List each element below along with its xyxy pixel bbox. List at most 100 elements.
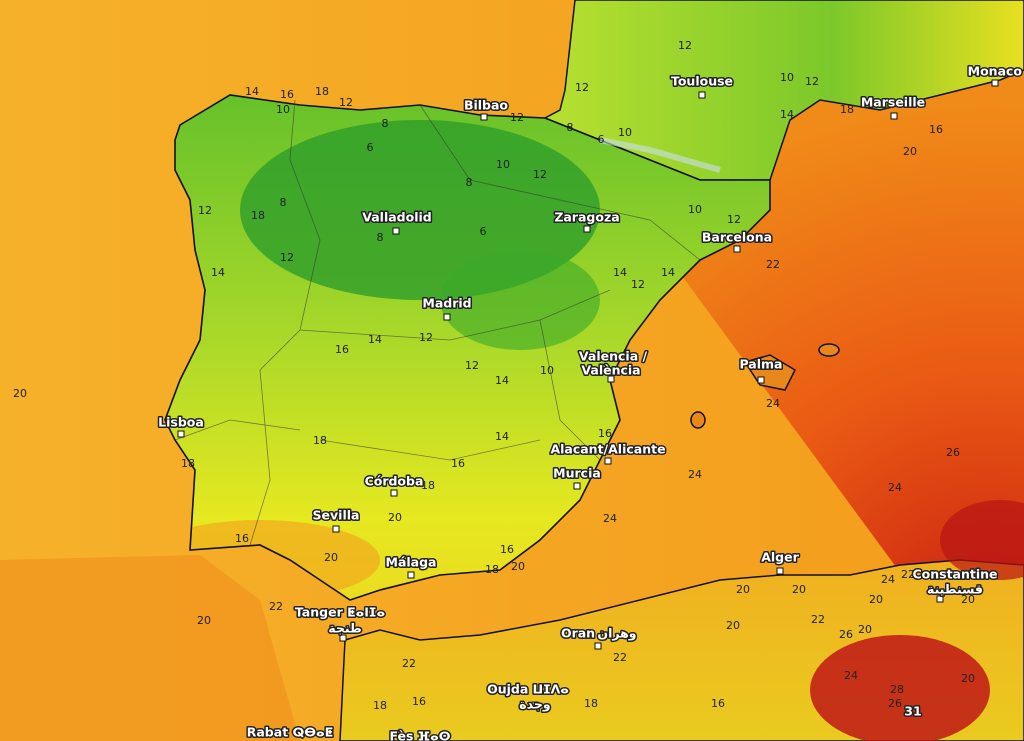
temperature-label: 12 [339, 96, 353, 109]
temperature-label: 20 [13, 387, 27, 400]
temperature-label: 22 [811, 613, 825, 626]
city-marker [698, 91, 706, 99]
temperature-label: 8 [567, 121, 574, 134]
temperature-label: 16 [335, 343, 349, 356]
temperature-label: 20 [197, 614, 211, 627]
city-name: Murcia [553, 466, 601, 481]
city-marker [991, 79, 999, 87]
temperature-label: 22 [766, 258, 780, 271]
city-marker [407, 571, 415, 579]
temperature-label: 24 [688, 468, 702, 481]
temperature-label: 8 [382, 117, 389, 130]
temperature-label: 6 [480, 225, 487, 238]
temperature-label: 16 [929, 123, 943, 136]
temperature-label: 20 [324, 551, 338, 564]
city-name: Madrid [422, 296, 471, 311]
city-marker [339, 634, 347, 642]
city-alt-name: قسنطينة [927, 582, 983, 597]
temperature-label: 20 [511, 560, 525, 573]
temperature-label: 14 [906, 96, 920, 109]
city-marker [332, 525, 340, 533]
temperature-label: 14 [211, 266, 225, 279]
temperature-label: 6 [598, 133, 605, 146]
temperature-label: 20 [903, 145, 917, 158]
temperature-label: 20 [726, 619, 740, 632]
temperature-label: 12 [465, 359, 479, 372]
city-name: Málaga [386, 555, 437, 570]
city-labels: Monaco Toulouse Marseille Bilbao Valladolid Z… [157, 62, 1024, 741]
temperature-label: 16 [451, 457, 465, 470]
city-marker [776, 567, 784, 575]
temperature-label: 10 [496, 158, 510, 171]
pyrenees [599, 137, 721, 173]
city-alt-name: وهران [597, 626, 636, 641]
menorca [818, 343, 840, 357]
temperature-label: 20 [961, 672, 975, 685]
city-name: Sevilla [313, 508, 360, 523]
city-name: Zaragoza [554, 210, 619, 225]
temperature-label: 14 [780, 108, 794, 121]
temperature-label: 24 [888, 481, 902, 494]
temperature-label: 26 [946, 446, 960, 459]
temperature-label: 14 [245, 85, 259, 98]
city-marker [392, 227, 400, 235]
temperature-label: 14 [661, 266, 675, 279]
temperature-label: 18 [421, 479, 435, 492]
sea-zone [0, 555, 300, 741]
france [543, 0, 1024, 181]
temperature-label: 22 [402, 657, 416, 670]
temperature-label: 16 [280, 88, 294, 101]
city-marker [604, 457, 612, 465]
temperature-label: 22 [613, 651, 627, 664]
temperature-label: 12 [727, 213, 741, 226]
temperature-label: 20 [388, 511, 402, 524]
temperature-label: 16 [711, 697, 725, 710]
city-name: Alacant/Alicante [550, 442, 665, 457]
temperature-label: 18 [313, 434, 327, 447]
temperature-label: 12 [533, 168, 547, 181]
city-name: Alger [761, 550, 799, 565]
city-alt-name: València [581, 363, 640, 378]
temperature-label: 20 [792, 583, 806, 596]
temperature-label: 18 [840, 103, 854, 116]
city-name: Oujda ⵡⵊⴷⴰ [487, 682, 569, 697]
city-name: Monaco [968, 64, 1023, 79]
city-marker [177, 430, 185, 438]
temperature-label: 16 [235, 532, 249, 545]
temperature-label: 24 [766, 397, 780, 410]
temperature-label: 12 [510, 111, 524, 124]
temperature-label: 31 [904, 704, 921, 719]
city-marker [531, 701, 539, 709]
temperature-label: 24 [603, 512, 617, 525]
temperature-label: 18 [373, 699, 387, 712]
ibiza [690, 411, 706, 429]
temperature-label: 12 [631, 278, 645, 291]
temperature-label: 10 [540, 364, 554, 377]
city-marker [480, 113, 488, 121]
temperature-label: 8 [280, 196, 287, 209]
city-name: Constantine [912, 567, 997, 582]
city-name: Lisboa [158, 415, 204, 430]
temperature-label: 18 [181, 457, 195, 470]
city-name: Barcelona [702, 230, 772, 245]
hot-zone [940, 500, 1024, 580]
temperature-label: 26 [839, 628, 853, 641]
temperature-label: 20 [869, 593, 883, 606]
temperature-label: 26 [888, 697, 902, 710]
city-marker [594, 642, 602, 650]
city-marker [757, 376, 765, 384]
city-name: Valladolid [362, 210, 431, 225]
city-name: Palma [739, 357, 782, 372]
temperature-label: 14 [495, 430, 509, 443]
temperature-label: 18 [315, 85, 329, 98]
temperature-label: 22 [269, 600, 283, 613]
temperature-label: 16 [598, 427, 612, 440]
city-name: Marseille [861, 95, 925, 110]
temperature-label: 14 [495, 374, 509, 387]
city-name: Toulouse [671, 74, 733, 89]
temperature-label: 20 [736, 583, 750, 596]
city-marker [443, 313, 451, 321]
temperature-label: 8 [466, 176, 473, 189]
city-name: Valencia / [579, 349, 648, 364]
